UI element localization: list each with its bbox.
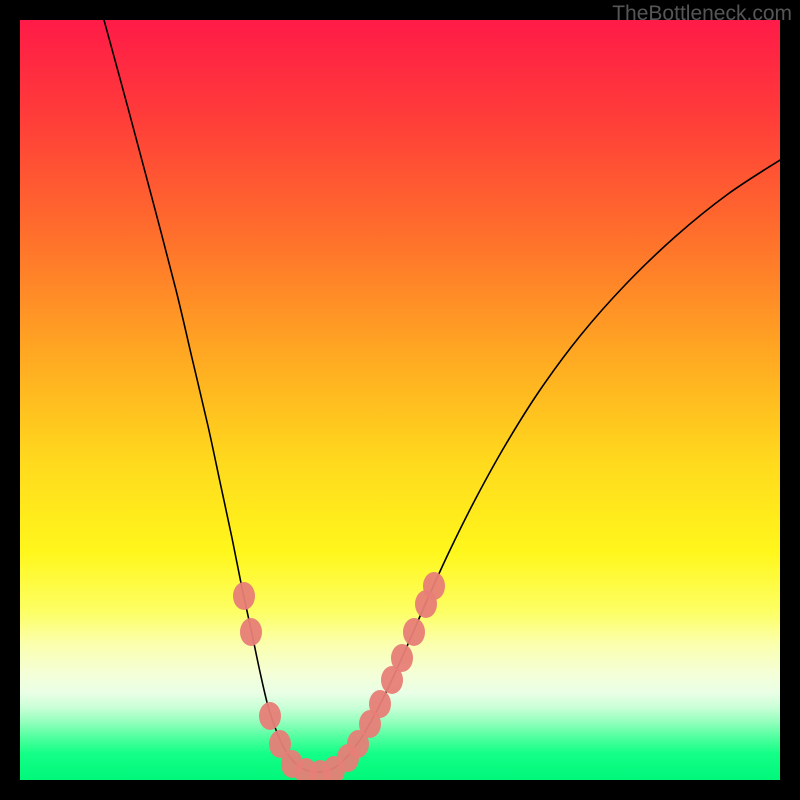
data-dot [403, 618, 425, 646]
data-dot [233, 582, 255, 610]
data-dot [391, 644, 413, 672]
data-dot [259, 702, 281, 730]
data-dot [240, 618, 262, 646]
data-dot [369, 690, 391, 718]
figure-root: TheBottleneck.com [0, 0, 800, 800]
data-dot [423, 572, 445, 600]
plot-svg [20, 20, 780, 780]
plot-area [20, 20, 780, 780]
